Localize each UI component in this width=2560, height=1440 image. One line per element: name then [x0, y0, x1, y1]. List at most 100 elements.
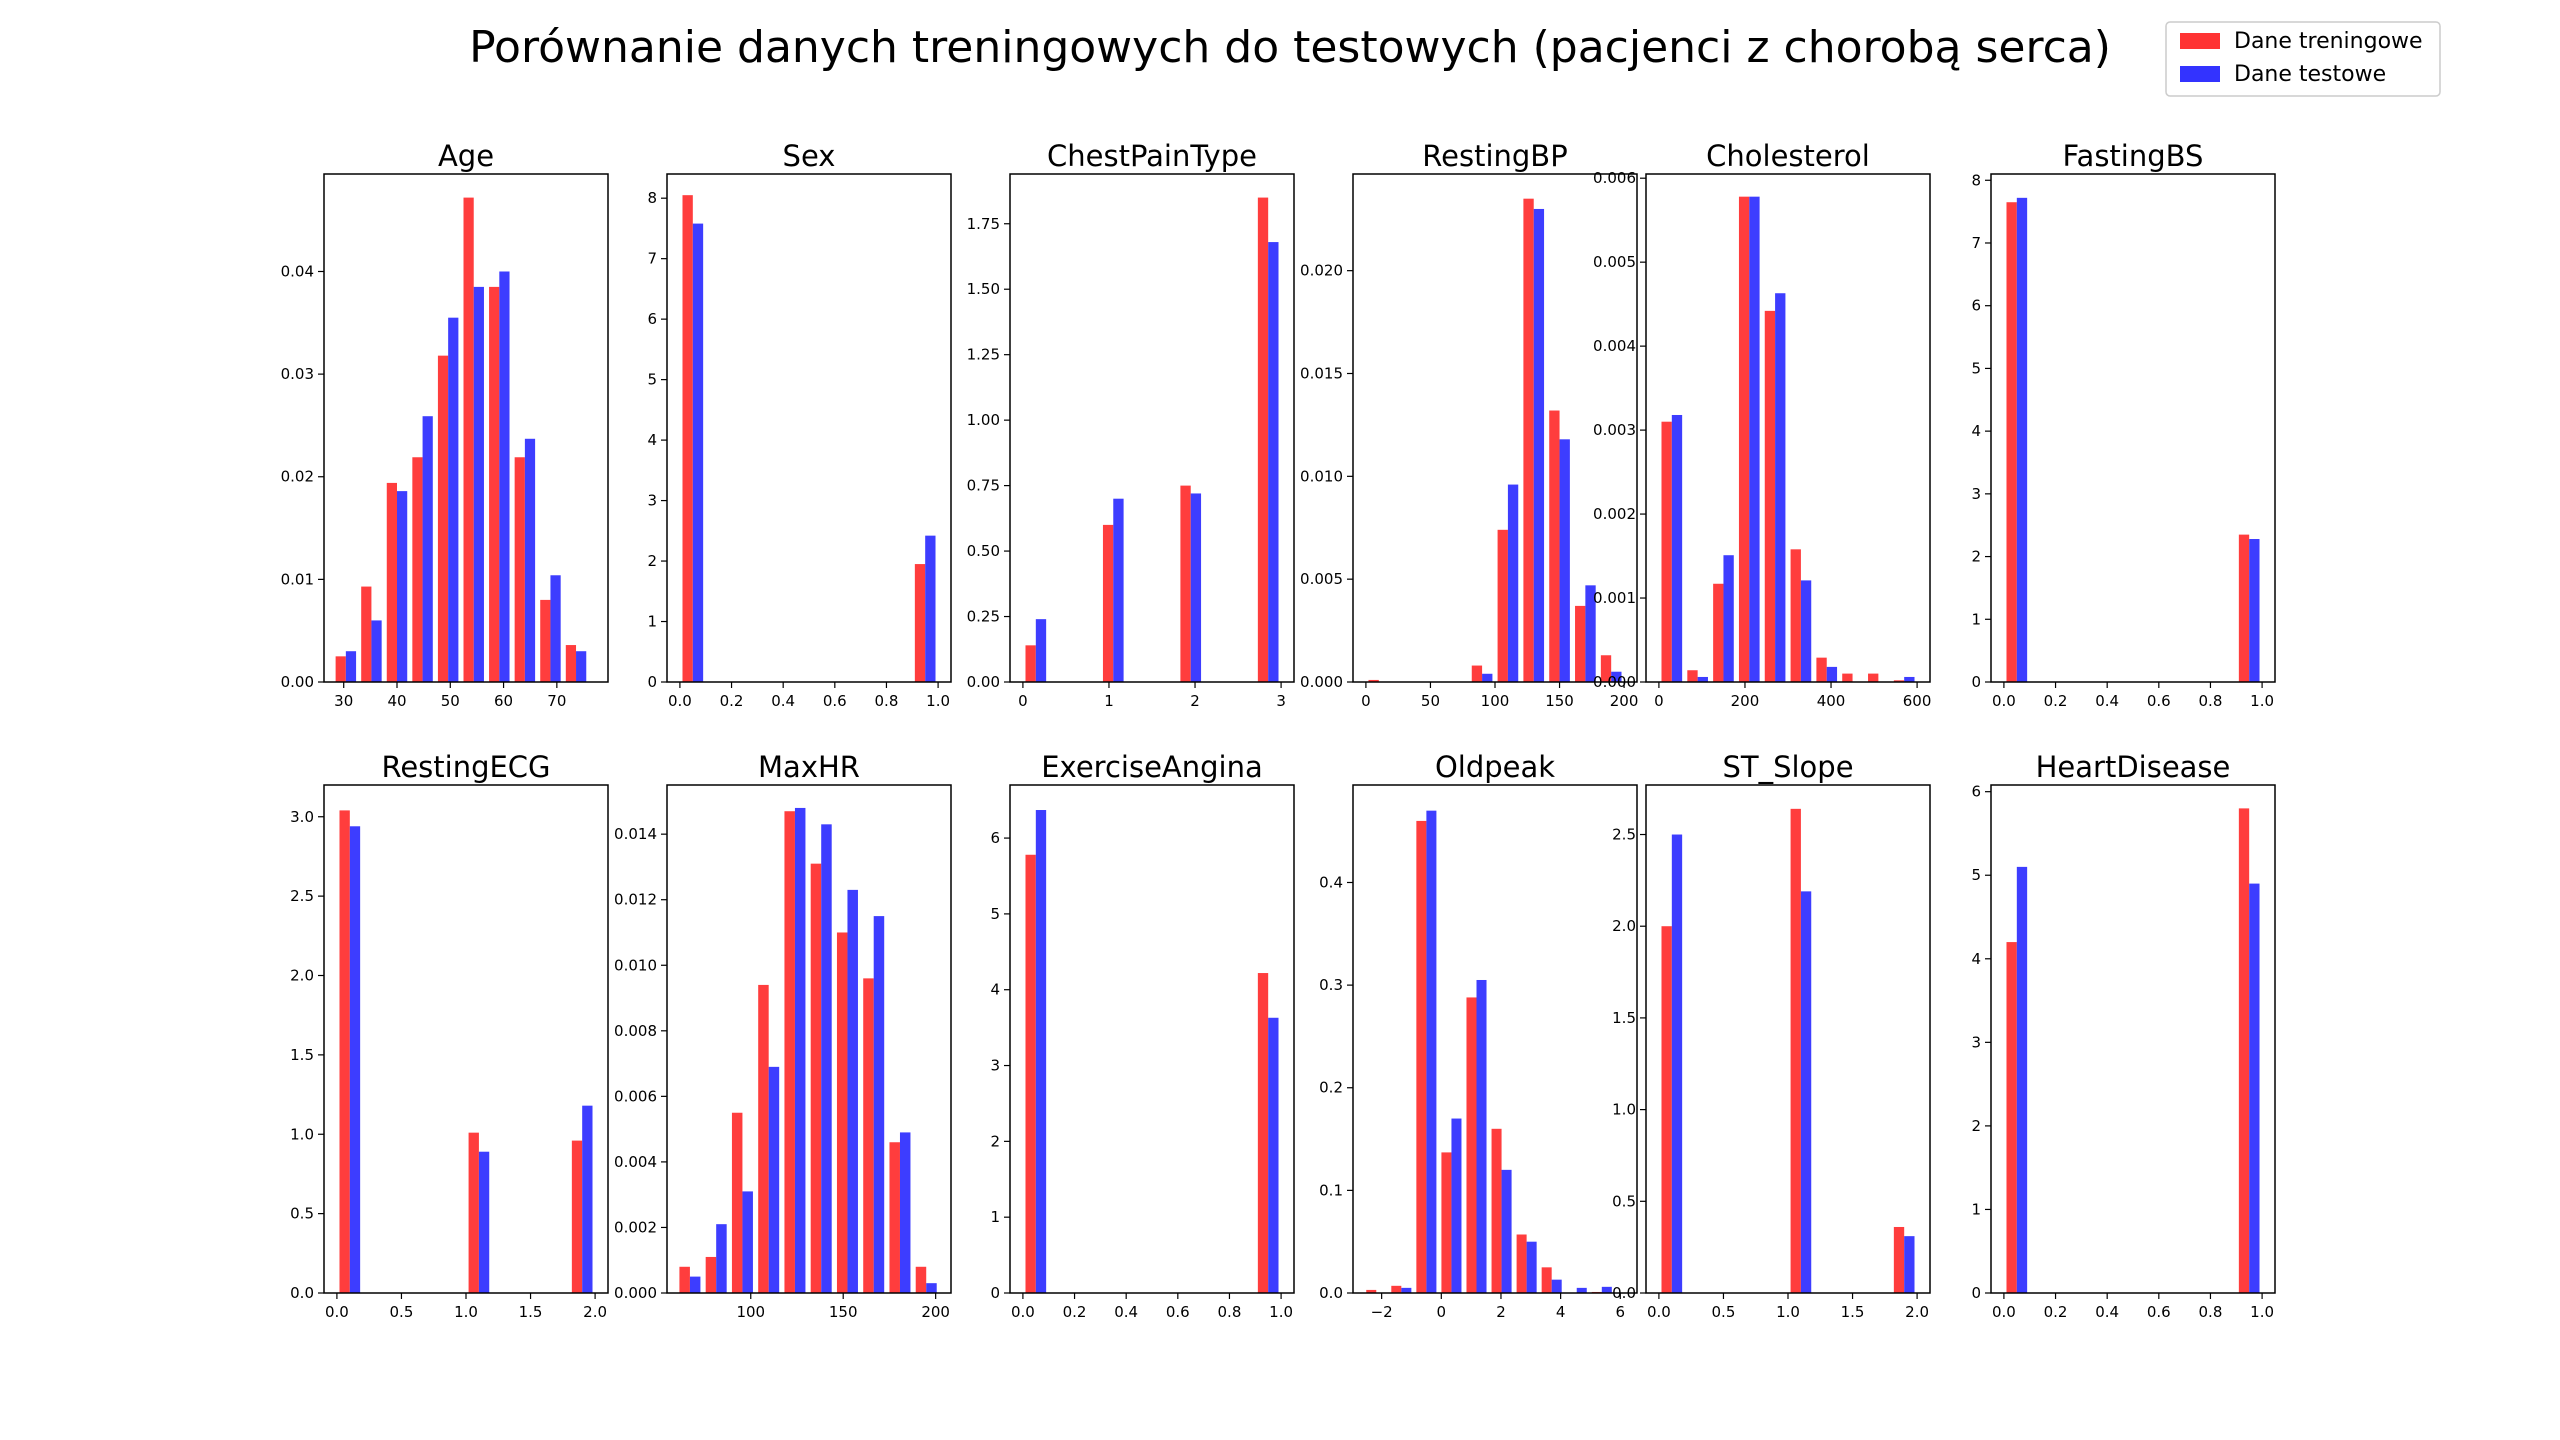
y-tick-label: 2.5: [1612, 826, 1636, 844]
x-tick-label: 1.0: [454, 1303, 478, 1321]
x-tick-label: 0: [1654, 692, 1664, 710]
y-tick-label: 0.5: [1612, 1192, 1636, 1210]
bar-test: [1268, 242, 1279, 682]
bar-train: [1180, 485, 1191, 682]
x-tick-label: 1.0: [2250, 692, 2274, 710]
x-tick-label: 200: [1610, 692, 1639, 710]
x-tick-label: 0.6: [1166, 1303, 1190, 1321]
y-tick-label: 6: [990, 829, 1000, 847]
y-tick-label: 3: [1971, 485, 1981, 503]
y-tick-label: 4: [990, 981, 1000, 999]
bar-train: [1257, 973, 1269, 1293]
bar-train: [1025, 854, 1036, 1293]
subplot-st_slope: ST_Slope 0.0 0.5 1.0 1.5 2.0 0.0 0.5 1.0 1.5 2.0 2.…: [1612, 750, 1931, 1321]
subplot-chestpaintype: ChestPainType 0 1 2 3 0.00 0.25 0.50 0.75 1.00 1.2…: [967, 139, 1295, 710]
x-tick-label: 0: [1437, 1303, 1447, 1321]
bar-train: [386, 482, 397, 682]
subplot-sex: Sex 0.0 0.2 0.4 0.6 0.8 1.0 0 1 2 3 4 5 6 7 8: [647, 139, 952, 710]
bar-test: [1904, 1236, 1915, 1293]
axes-frame: [1990, 784, 2276, 1294]
bar-train: [731, 1112, 743, 1293]
bar-test: [1749, 196, 1760, 683]
bar-train: [1416, 820, 1427, 1293]
bar-test: [2249, 539, 2260, 682]
y-tick-label: 1.0: [1612, 1101, 1636, 1119]
bar-train: [571, 1140, 583, 1293]
bar-test: [873, 916, 885, 1293]
y-tick-label: 0.1: [1319, 1181, 1343, 1199]
y-tick-label: 0: [990, 1284, 1000, 1302]
x-tick-label: 2.0: [583, 1303, 607, 1321]
x-tick-label: 0.8: [2199, 692, 2223, 710]
bar-test: [371, 620, 382, 682]
bar-test: [1113, 498, 1124, 682]
bar-test: [716, 1224, 727, 1293]
bar-test: [1601, 1286, 1612, 1293]
x-tick-label: 600: [1903, 692, 1932, 710]
x-tick-label: 0: [1361, 692, 1371, 710]
bar-test: [2016, 197, 2028, 682]
bar-test: [1585, 585, 1596, 682]
x-tick-label: 0.2: [720, 692, 744, 710]
bar-test: [1451, 1118, 1462, 1293]
bar-test: [1671, 414, 1683, 682]
bar-test: [576, 651, 587, 682]
y-tick-label: 0.006: [1593, 169, 1636, 187]
axes-frame: [1990, 173, 2276, 683]
x-tick-label: −2: [1371, 1303, 1393, 1321]
x-tick-label: 2.0: [1905, 1303, 1929, 1321]
bar-test: [1551, 1279, 1562, 1293]
bar-train: [1893, 680, 1905, 682]
y-tick-label: 0.006: [614, 1087, 657, 1105]
bar-test: [768, 1066, 780, 1293]
x-tick-label: 0.6: [2147, 692, 2171, 710]
bar-test: [2249, 883, 2260, 1293]
y-tick-label: 0.010: [614, 956, 657, 974]
x-tick-label: 0.8: [2199, 1303, 2223, 1321]
bar-test: [349, 826, 361, 1293]
bar-train: [1471, 665, 1483, 682]
y-tick-label: 6: [1971, 297, 1981, 315]
bar-test: [926, 1283, 937, 1293]
bar-test: [550, 575, 561, 682]
bar-train: [1687, 670, 1698, 682]
bar-train: [1523, 198, 1534, 682]
x-tick-label: 0.4: [1114, 1303, 1138, 1321]
axes-frame: [666, 784, 952, 1294]
subplot-heartdisease: HeartDisease 0.0 0.2 0.4 0.6 0.8 1.0 0 1 2 3 4 5 6: [1971, 750, 2276, 1321]
subplot-title: Cholesterol: [1706, 139, 1870, 173]
subplot-title: ChestPainType: [1047, 139, 1257, 173]
bar-test: [1697, 676, 1708, 682]
bar-train: [437, 355, 449, 682]
y-tick-label: 3.0: [290, 808, 314, 826]
bar-train: [1257, 197, 1269, 682]
x-tick-label: 200: [1731, 692, 1760, 710]
bar-test: [794, 807, 806, 1293]
x-tick-label: 0.0: [1011, 1303, 1035, 1321]
x-tick-label: 100: [1481, 692, 1510, 710]
bar-train: [1368, 679, 1379, 682]
bar-test: [397, 491, 408, 682]
bar-train: [1441, 1152, 1452, 1293]
y-tick-label: 2.0: [1612, 917, 1636, 935]
bar-test: [899, 1132, 911, 1293]
y-tick-label: 5: [647, 371, 657, 389]
y-tick-label: 0.004: [1593, 337, 1636, 355]
y-tick-label: 0.010: [1300, 467, 1343, 485]
y-tick-label: 1.0: [290, 1125, 314, 1143]
y-tick-label: 0.015: [1300, 364, 1343, 382]
y-tick-label: 0.25: [967, 608, 1000, 626]
bar-test: [1800, 580, 1812, 682]
bar-test: [925, 535, 936, 682]
bar-train: [1497, 529, 1508, 682]
bar-train: [1661, 926, 1672, 1293]
bar-train: [339, 810, 350, 1293]
y-tick-label: 0.02: [281, 468, 314, 486]
y-tick-label: 5: [1971, 866, 1981, 884]
subplot-exerciseangina: ExerciseAngina 0.0 0.2 0.4 0.6 0.8 1.0 0 1 2 3 4 5 6: [990, 750, 1295, 1321]
y-tick-label: 0.0: [1612, 1284, 1636, 1302]
subplot-title: FastingBS: [2063, 139, 2204, 173]
y-tick-label: 1: [1971, 610, 1981, 628]
bar-train: [682, 195, 693, 683]
